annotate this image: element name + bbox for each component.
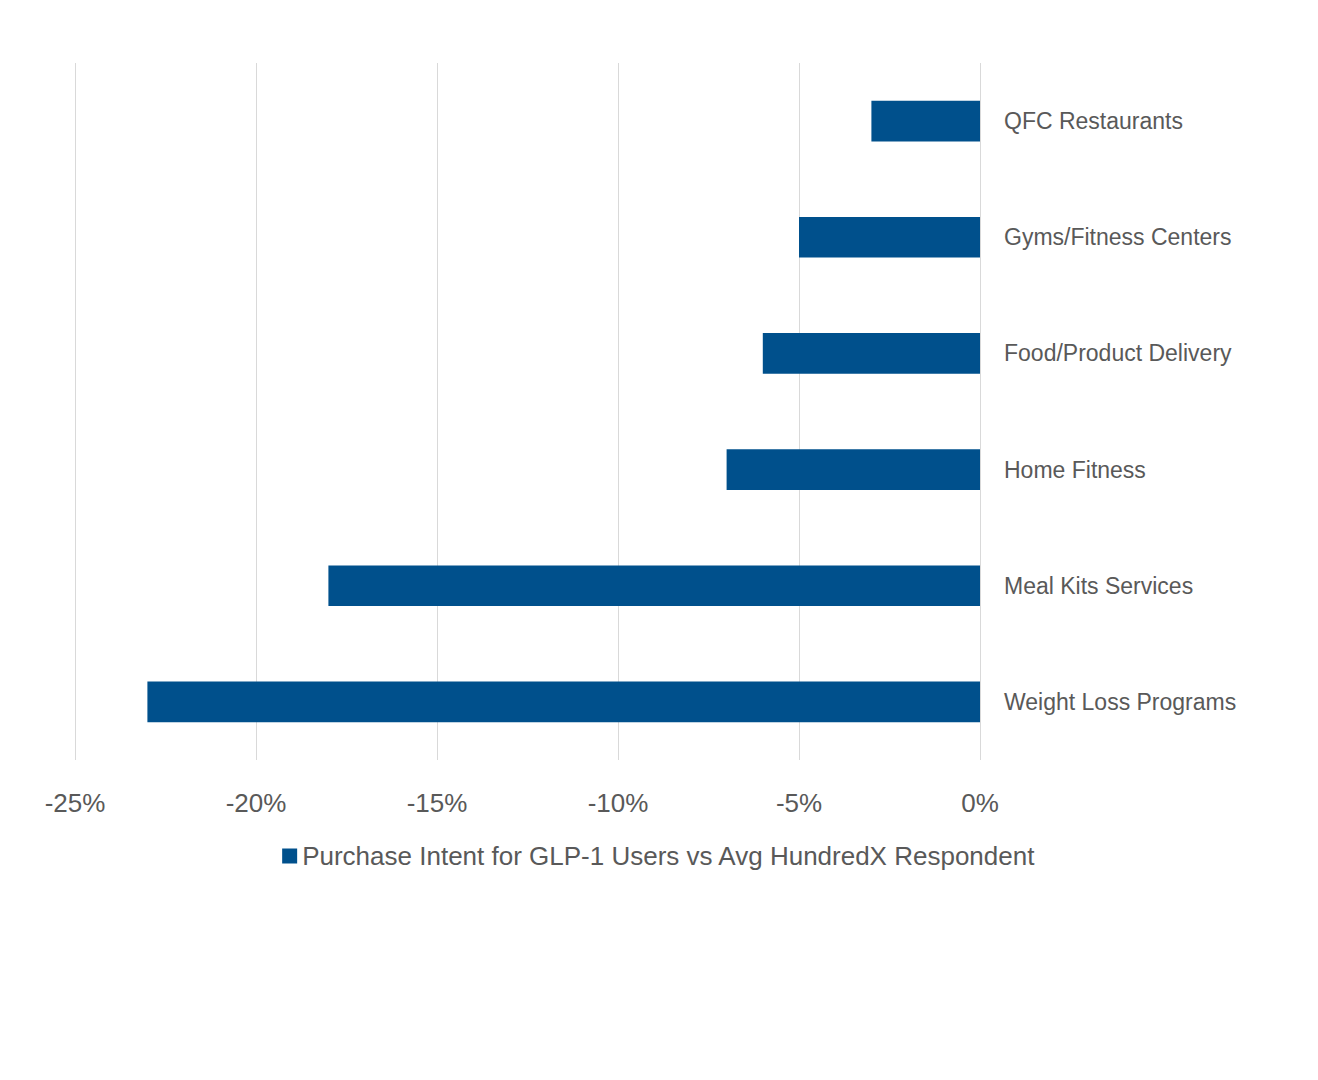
- svg-text:Purchase Intent for GLP-1 User: Purchase Intent for GLP-1 Users vs Avg H…: [302, 841, 1035, 871]
- svg-text:-10%: -10%: [588, 788, 649, 818]
- svg-text:0%: 0%: [961, 788, 999, 818]
- svg-text:-20%: -20%: [226, 788, 287, 818]
- svg-text:Food/Product Delivery: Food/Product Delivery: [1004, 340, 1232, 366]
- svg-text:Home Fitness: Home Fitness: [1004, 457, 1146, 483]
- svg-text:Meal Kits Services: Meal Kits Services: [1004, 573, 1193, 599]
- svg-text:-15%: -15%: [407, 788, 468, 818]
- svg-text:Gyms/Fitness Centers: Gyms/Fitness Centers: [1004, 224, 1232, 250]
- svg-text:-5%: -5%: [776, 788, 822, 818]
- svg-text:Weight Loss Programs: Weight Loss Programs: [1004, 689, 1236, 715]
- svg-text:QFC Restaurants: QFC Restaurants: [1004, 108, 1183, 134]
- svg-text:-25%: -25%: [45, 788, 106, 818]
